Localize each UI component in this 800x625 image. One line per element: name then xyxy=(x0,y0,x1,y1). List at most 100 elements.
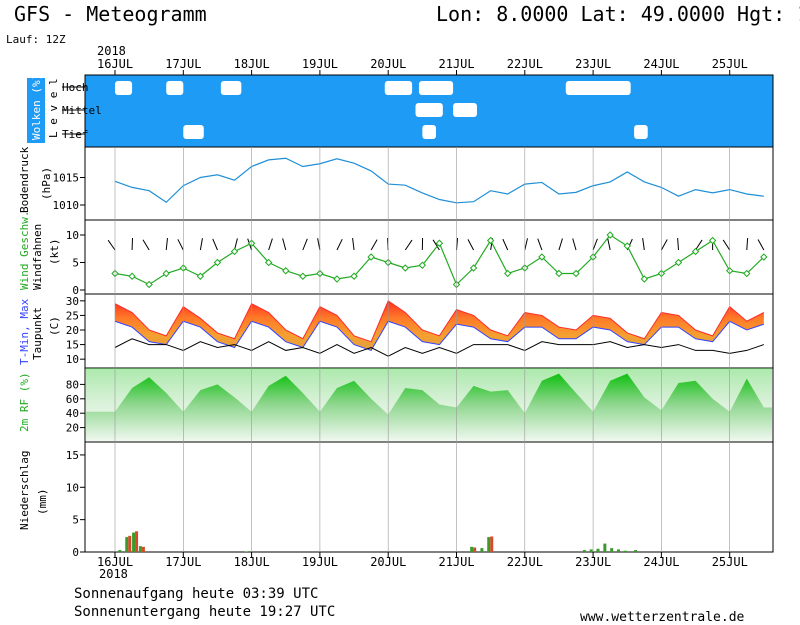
wind-barb xyxy=(268,238,273,251)
day-grid-lines xyxy=(114,70,731,557)
bottom-day-label: 18JUL xyxy=(234,555,270,569)
cloud-ylabel2: L e v e l xyxy=(47,78,60,138)
wind-point xyxy=(196,272,205,280)
humidity-tick-label: 80 xyxy=(66,378,79,391)
wind-point xyxy=(213,258,222,267)
precipitation-bar xyxy=(132,532,136,552)
tmin-line xyxy=(114,320,765,352)
precipitation-bars xyxy=(118,531,638,552)
precipitation-bar xyxy=(480,548,484,552)
year-label-top: 2018 xyxy=(97,44,126,58)
wind-point xyxy=(674,258,683,267)
website-link[interactable]: www.wetterzentrale.de xyxy=(580,610,745,625)
wind-point xyxy=(299,272,307,280)
precipitation-y-ticks: 0 5 10 15 xyxy=(66,449,85,559)
wind-barb xyxy=(746,237,749,251)
wind-barb xyxy=(524,238,528,251)
wind-point xyxy=(264,258,273,267)
year-label-bottom: 2018 xyxy=(99,567,128,581)
wind-tick-label: 5 xyxy=(72,257,79,270)
temperature-tick-label: 25 xyxy=(66,309,79,322)
cloud-clear-patch xyxy=(384,81,413,95)
cloud-clear-patch xyxy=(634,125,648,139)
pressure-tick-label: 1015 xyxy=(53,172,80,185)
wind-ylabel2: Windfahnen xyxy=(31,224,44,290)
wind-point xyxy=(743,269,751,278)
wind-point xyxy=(708,236,717,245)
top-day-label: 25JUL xyxy=(712,57,748,71)
wind-point xyxy=(469,264,478,272)
precipitation-bar xyxy=(470,546,474,552)
pressure-series-line xyxy=(114,157,764,204)
wind-point xyxy=(623,242,631,250)
temperature-tick-label: 20 xyxy=(66,324,79,337)
temperature-tick-label: 15 xyxy=(66,339,79,352)
cloud-clear-patch xyxy=(415,103,443,117)
precipitation-bar xyxy=(582,550,586,552)
wind-y-ticks: 0 5 10 xyxy=(66,229,85,297)
wind-tick-label: 0 xyxy=(72,284,79,297)
cloud-legend-bg xyxy=(27,78,45,143)
temperature-tick-label: 30 xyxy=(66,295,79,308)
wind-barb xyxy=(199,238,203,251)
wind-point xyxy=(367,253,375,261)
pressure-tick-label: 1010 xyxy=(53,199,80,212)
pressure-y-ticks: 1010 1015 xyxy=(53,172,85,212)
location-coordinates: Lon: 8.0000 Lat: 49.0000 Hgt: 17 xyxy=(436,2,800,26)
bottom-day-label: 23JUL xyxy=(575,555,611,569)
wind-barb xyxy=(234,238,238,251)
wind-point xyxy=(162,269,170,278)
bottom-day-label: 19JUL xyxy=(302,555,338,569)
wind-barb xyxy=(370,239,378,251)
wind-barb xyxy=(607,238,611,251)
precipitation-bar xyxy=(589,549,593,552)
wind-point xyxy=(691,247,700,256)
precipitation-bar xyxy=(634,550,638,552)
precipitation-tick-label: 0 xyxy=(72,546,79,559)
precipitation-bar xyxy=(138,546,142,552)
wind-barb xyxy=(558,238,563,251)
precipitation-tick-label: 5 xyxy=(72,514,79,527)
temperature-unit: (C) xyxy=(48,316,61,336)
sunrise-text: Sonnenaufgang heute 03:39 UTC xyxy=(74,586,319,602)
wind-point xyxy=(640,275,649,283)
wind-barb xyxy=(660,239,668,251)
cloud-ylabel: Wolken (%) xyxy=(30,74,43,140)
top-day-label: 21JUL xyxy=(439,57,475,71)
wind-barb xyxy=(107,239,116,251)
wind-point xyxy=(555,269,563,278)
bottom-day-label: 17JUL xyxy=(165,555,201,569)
tmin-label: T-Min, Max xyxy=(18,298,31,365)
cloud-clear-patch xyxy=(418,81,454,95)
wind-barb xyxy=(282,238,287,251)
precipitation-bar xyxy=(487,537,491,552)
cloud-clear-patch xyxy=(453,103,477,117)
wind-point xyxy=(230,247,239,256)
wind-barb xyxy=(165,238,168,251)
precipitation-bar xyxy=(128,535,132,552)
page-title: GFS - Meteogramm xyxy=(14,2,207,26)
wind-point xyxy=(145,280,153,289)
wind-point xyxy=(572,269,580,278)
precipitation-panel: 0 5 10 15 Niederschlag (mm) xyxy=(18,441,774,559)
wind-barb xyxy=(317,238,321,251)
humidity-tick-label: 60 xyxy=(66,393,79,406)
wind-point xyxy=(504,269,512,278)
bottom-day-label: 22JUL xyxy=(507,555,543,569)
pressure-unit: (hPa) xyxy=(40,167,53,200)
cloud-clear-patch xyxy=(183,125,204,139)
wind-barb xyxy=(177,239,184,251)
bottom-day-label: 16JUL xyxy=(97,555,133,569)
top-day-label: 23JUL xyxy=(575,57,611,71)
wind-point xyxy=(760,253,768,261)
wind-point xyxy=(538,253,546,261)
wind-barb xyxy=(537,238,543,251)
bottom-day-label: 20JUL xyxy=(370,555,406,569)
precipitation-bar xyxy=(610,548,614,552)
